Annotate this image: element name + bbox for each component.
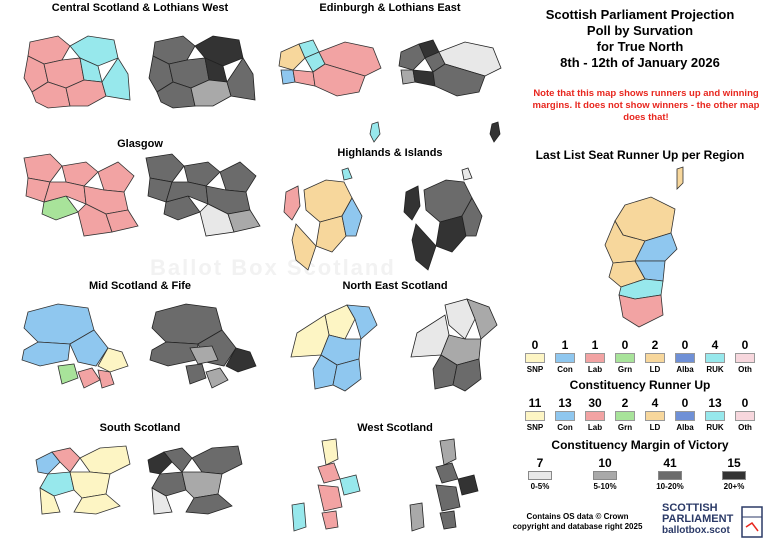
count: 30 <box>588 396 602 410</box>
west-scotland-maps <box>291 438 479 532</box>
swatch <box>645 353 665 363</box>
swatch <box>722 471 746 480</box>
region-title-mid-scotland: Mid Scotland & Fife <box>88 280 192 292</box>
logo-line: SCOTTISH <box>662 502 718 514</box>
margin-legend: 7 0-5% 10 5-10% 41 10-20% 15 20+% <box>520 456 760 496</box>
title-line: Poll by Survation <box>586 23 694 38</box>
swatch <box>658 471 682 480</box>
count: 1 <box>561 338 569 352</box>
mid-scotland-maps <box>21 303 257 389</box>
south-scotland-maps <box>35 445 243 515</box>
margin-label: 10-20% <box>656 482 684 491</box>
credit-line: Contains OS data © Crown <box>526 512 629 521</box>
party-label: Grn <box>617 365 633 374</box>
swatch <box>735 353 755 363</box>
party-label: RUK <box>706 423 724 432</box>
central-scotland-maps <box>23 35 256 109</box>
region-title-north-east: North East Scotland <box>342 280 448 292</box>
main-title: Scottish Parliament Projection Poll by S… <box>515 7 765 71</box>
title-line: Scottish Parliament Projection <box>545 7 735 22</box>
ballotbox-logo: SCOTTISH PARLIAMENT ballotbox.scot <box>662 502 734 537</box>
count: 7 <box>536 456 544 470</box>
count: 0 <box>681 338 689 352</box>
logo-line: ballotbox.scot <box>662 525 730 536</box>
swatch <box>525 411 545 421</box>
count: 0 <box>741 338 749 352</box>
count: 0 <box>621 338 629 352</box>
swatch <box>528 471 552 480</box>
swatch <box>645 411 665 421</box>
swatch <box>705 411 725 421</box>
region-title-edinburgh: Edinburgh & Lothians East <box>319 2 461 14</box>
list-heading: Last List Seat Runner Up per Region <box>535 148 745 162</box>
region-title-highlands: Highlands & Islands <box>337 147 443 159</box>
party-label: Oth <box>738 365 752 374</box>
swatch <box>615 353 635 363</box>
party-label: Alba <box>676 365 694 374</box>
count: 41 <box>663 456 677 470</box>
party-label: SNP <box>526 423 544 432</box>
swatch <box>705 353 725 363</box>
swatch <box>585 353 605 363</box>
party-label: LD <box>649 423 661 432</box>
swatch <box>525 353 545 363</box>
region-title-central: Central Scotland & Lothians West <box>51 2 229 14</box>
count: 10 <box>598 456 612 470</box>
constituency-runner-up-legend: 11 SNP 13 Con 30 Lab 2 Grn 4 LD 0 Alba 13 RUK 0… <box>520 396 760 436</box>
party-label: Lab <box>587 423 603 432</box>
swatch <box>615 411 635 421</box>
north-east-maps <box>290 298 498 392</box>
margin-label: 5-10% <box>593 482 617 491</box>
count: 0 <box>531 338 539 352</box>
party-label: Grn <box>617 423 633 432</box>
count: 15 <box>727 456 741 470</box>
party-label: Con <box>557 423 573 432</box>
glasgow-maps <box>23 153 261 237</box>
count: 13 <box>708 396 722 410</box>
count: 2 <box>651 338 659 352</box>
credit-text: Contains OS data © Crown copyright and d… <box>505 512 650 532</box>
logo-line: PARLIAMENT <box>662 513 734 525</box>
count: 1 <box>591 338 599 352</box>
list-runner-up-legend: 0 SNP 1 Con 1 Lab 0 Grn 2 LD 0 Alba 4 RUK 0 Oth <box>520 338 760 378</box>
highlands-maps <box>283 121 501 271</box>
count: 4 <box>711 338 719 352</box>
swatch <box>593 471 617 480</box>
party-label: Con <box>557 365 573 374</box>
region-title-glasgow: Glasgow <box>117 138 163 150</box>
swatch <box>555 411 575 421</box>
note-text: Note that this map shows runners up and … <box>532 88 760 123</box>
swatch <box>675 353 695 363</box>
credit-line: copyright and database right 2025 <box>512 522 643 531</box>
edinburgh-maps <box>278 39 502 97</box>
scotland-overview-map <box>604 166 684 328</box>
swatch <box>675 411 695 421</box>
party-label: RUK <box>706 365 724 374</box>
margin-label: 20+% <box>723 482 745 491</box>
party-label: Lab <box>587 365 603 374</box>
constituency-heading: Constituency Runner Up <box>569 378 711 392</box>
party-label: SNP <box>526 365 544 374</box>
count: 11 <box>528 396 542 410</box>
ballot-box-icon <box>741 506 763 538</box>
title-line: for True North <box>596 39 684 54</box>
region-title-west: West Scotland <box>357 422 433 434</box>
swatch <box>555 353 575 363</box>
count: 0 <box>681 396 689 410</box>
swatch <box>735 411 755 421</box>
margin-label: 0-5% <box>530 482 550 491</box>
swatch <box>585 411 605 421</box>
count: 4 <box>651 396 659 410</box>
count: 0 <box>741 396 749 410</box>
count: 2 <box>621 396 629 410</box>
watermark: Ballot Box Scotland <box>150 255 396 280</box>
party-label: LD <box>649 365 661 374</box>
party-label: Oth <box>738 423 752 432</box>
margin-heading: Constituency Margin of Victory <box>551 438 729 452</box>
count: 13 <box>558 396 572 410</box>
title-line: 8th - 12th of January 2026 <box>560 55 720 70</box>
region-title-south: South Scotland <box>99 422 181 434</box>
party-label: Alba <box>676 423 694 432</box>
